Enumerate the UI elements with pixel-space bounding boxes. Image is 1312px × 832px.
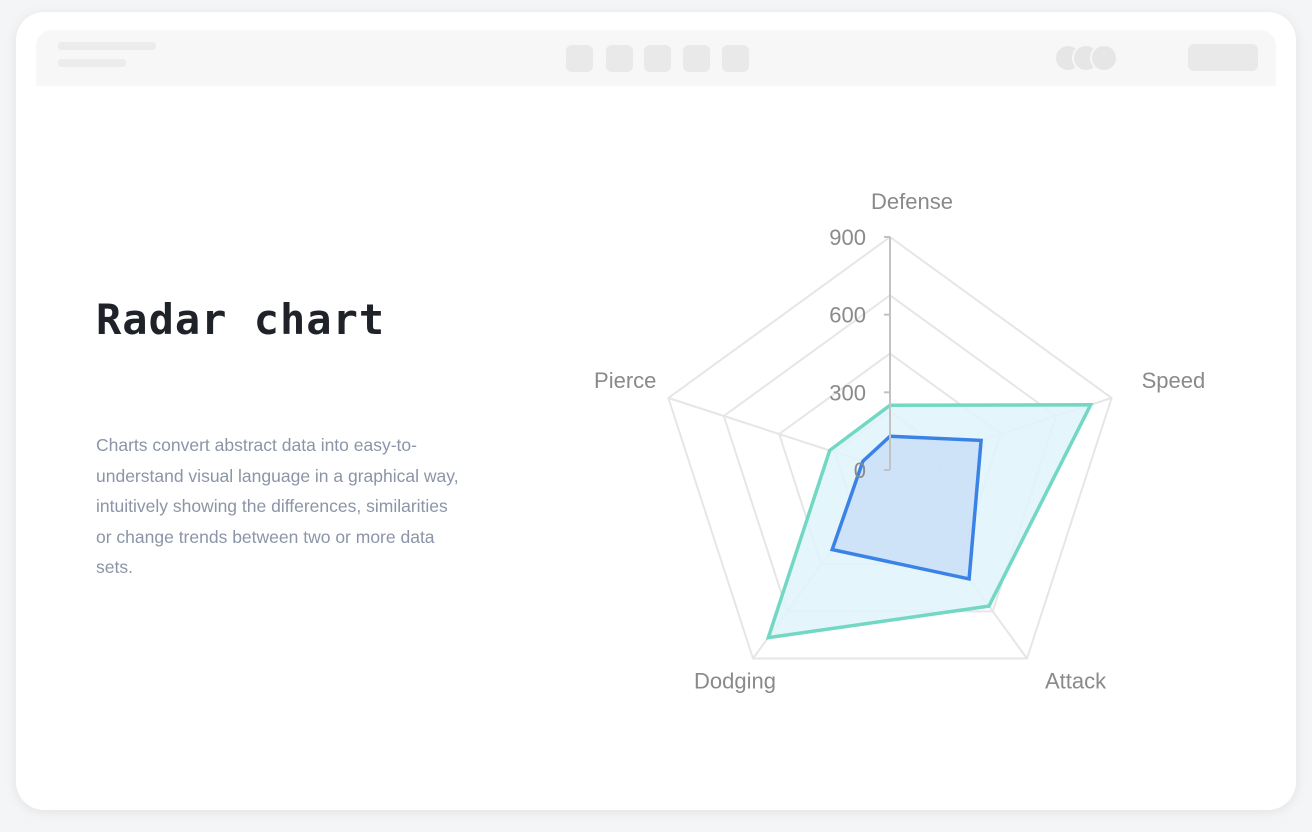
value-tick-label: 900 [829,225,866,250]
radar-indicator-label: Speed [1142,368,1206,393]
radar-grid-ring [667,235,1113,660]
nav-placeholder-5[interactable] [722,45,749,72]
logo-placeholder [58,42,156,50]
nav-placeholder-3[interactable] [644,45,671,72]
radar-axis-group [884,236,891,471]
page-description: Charts convert abstract data into easy-t… [96,435,459,577]
placeholder-header [36,30,1276,86]
radar-series-2 [829,434,984,582]
radar-indicator-label: Dodging [694,669,776,694]
radar-indicator-label: Attack [1045,669,1107,694]
value-tick-label: 600 [829,303,866,328]
nav-placeholder-4[interactable] [683,45,710,72]
radar-indicator-label: Defense [871,189,953,214]
radar-indicator-label: Pierce [594,368,656,393]
action-button-placeholder[interactable] [1188,44,1258,71]
value-tick-label: 0 [854,458,866,483]
logo-subtitle-placeholder [58,59,126,67]
nav-placeholder-1[interactable] [566,45,593,72]
page-title: Radar chart [96,295,386,344]
radar-series-group [765,403,1094,640]
nav-placeholder-2[interactable] [606,45,633,72]
avatar-placeholder-3[interactable] [1090,44,1118,72]
value-tick-label: 300 [829,380,866,405]
